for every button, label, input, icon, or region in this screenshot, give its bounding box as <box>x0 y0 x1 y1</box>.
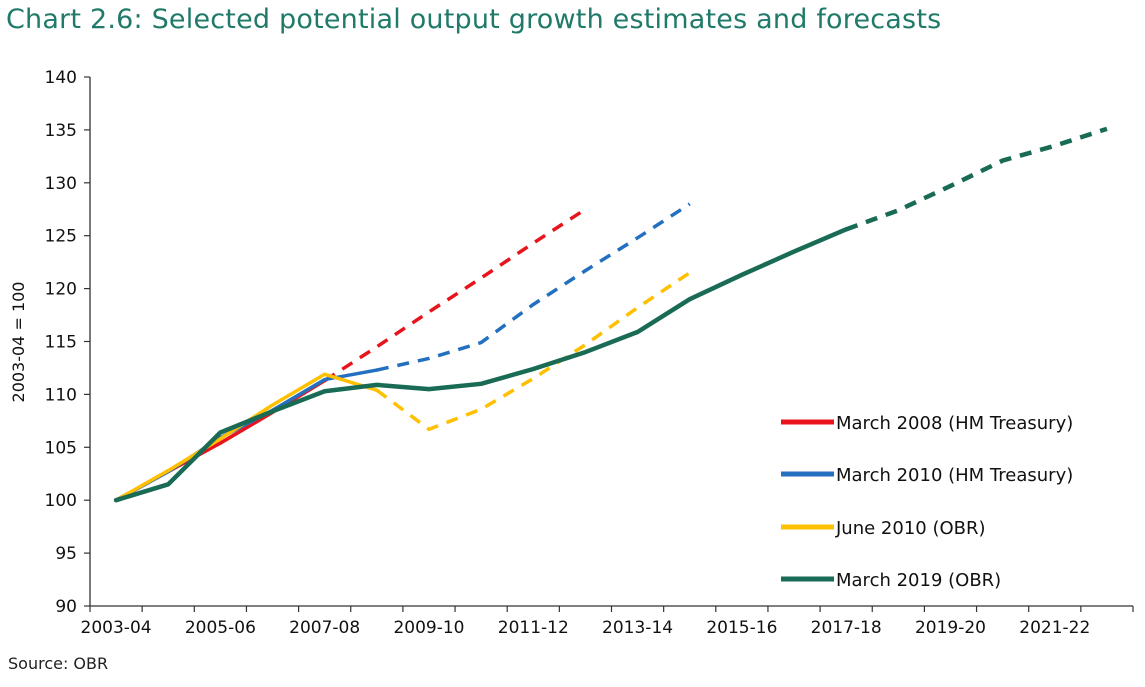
series-line-june-2010-obr-estimate <box>114 372 379 502</box>
source-note: Source: OBR <box>8 654 109 673</box>
legend-label: March 2008 (HM Treasury) <box>836 413 1073 434</box>
x-tick-label: 2011-12 <box>498 618 569 638</box>
legend: March 2008 (HM Treasury) March 2010 (HM T… <box>781 413 1073 591</box>
x-tick-label: 2013-14 <box>602 618 673 638</box>
y-tick-label: 95 <box>55 544 77 564</box>
series-line-march-2019-obr-estimate <box>113 227 849 503</box>
legend-label: March 2019 (OBR) <box>836 570 1001 591</box>
y-tick-label: 140 <box>45 68 77 88</box>
series-line-june-2010-obr-forecast <box>375 271 691 432</box>
y-axis-label: 2003-04 = 100 <box>9 282 28 403</box>
x-tick-label: 2007-08 <box>289 618 360 638</box>
x-tick-label: 2021-22 <box>1019 618 1090 638</box>
axes: 90 95 100 105 110 115 120 125 130 135 140 2003-04 20… <box>45 68 1134 638</box>
series-line-march-2010-hm-treasury-forecast <box>376 202 691 372</box>
chart-title: Chart 2.6: Selected potential output gro… <box>6 4 942 35</box>
y-tick-label: 100 <box>45 491 77 511</box>
x-tick-label: 2015-16 <box>706 618 777 638</box>
y-tick-label: 105 <box>45 438 77 458</box>
x-tick-label: 2009-10 <box>393 618 464 638</box>
x-tick-label: 2005-06 <box>185 618 256 638</box>
x-tick-label: 2019-20 <box>915 618 986 638</box>
series-line-march-2019-obr-forecast <box>845 126 1108 232</box>
y-tick-label: 110 <box>45 385 77 405</box>
y-tick-label: 115 <box>45 333 77 353</box>
x-tick-label: 2003-04 <box>81 618 152 638</box>
legend-label: March 2010 (HM Treasury) <box>836 465 1073 486</box>
legend-label: June 2010 (OBR) <box>835 518 986 539</box>
series-line-march-2008-hm-treasury-forecast <box>323 207 587 383</box>
y-tick-label: 120 <box>45 280 77 300</box>
y-tick-label: 125 <box>45 227 77 247</box>
y-tick-label: 130 <box>45 174 77 194</box>
x-tick-label: 2017-18 <box>811 618 882 638</box>
y-tick-label: 90 <box>55 597 77 617</box>
y-tick-label: 135 <box>45 121 77 141</box>
plot-area <box>113 126 1108 503</box>
